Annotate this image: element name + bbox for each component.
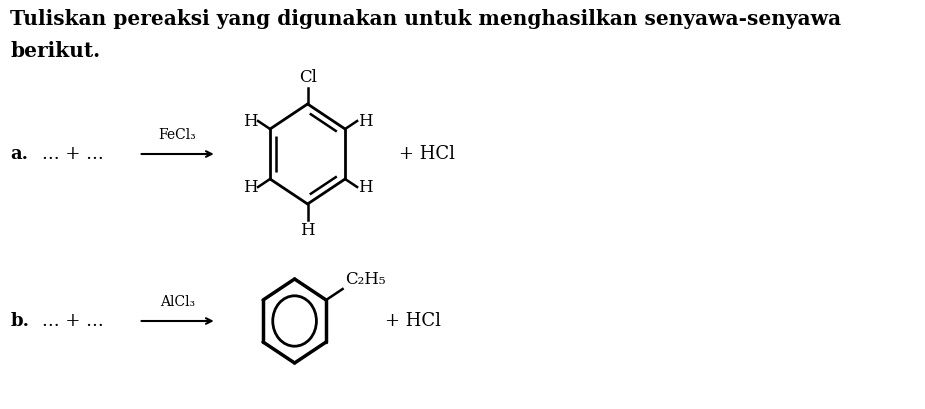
Text: H: H	[358, 178, 373, 196]
Text: H: H	[358, 112, 373, 130]
Text: H: H	[301, 222, 314, 239]
Text: ... + ...: ... + ...	[42, 145, 104, 163]
Text: ... + ...: ... + ...	[42, 312, 104, 330]
Text: AlCl₃: AlCl₃	[160, 295, 195, 309]
Text: C₂H₅: C₂H₅	[345, 271, 386, 288]
Text: Tuliskan pereaksi yang digunakan untuk menghasilkan senyawa-senyawa: Tuliskan pereaksi yang digunakan untuk m…	[10, 9, 842, 29]
Text: Cl: Cl	[299, 69, 316, 86]
Text: H: H	[242, 112, 257, 130]
Text: + HCl: + HCl	[399, 145, 454, 163]
Text: b.: b.	[10, 312, 30, 330]
Text: + HCl: + HCl	[385, 312, 440, 330]
Text: a.: a.	[10, 145, 29, 163]
Text: berikut.: berikut.	[10, 41, 101, 61]
Text: H: H	[242, 178, 257, 196]
Text: FeCl₃: FeCl₃	[159, 128, 196, 142]
